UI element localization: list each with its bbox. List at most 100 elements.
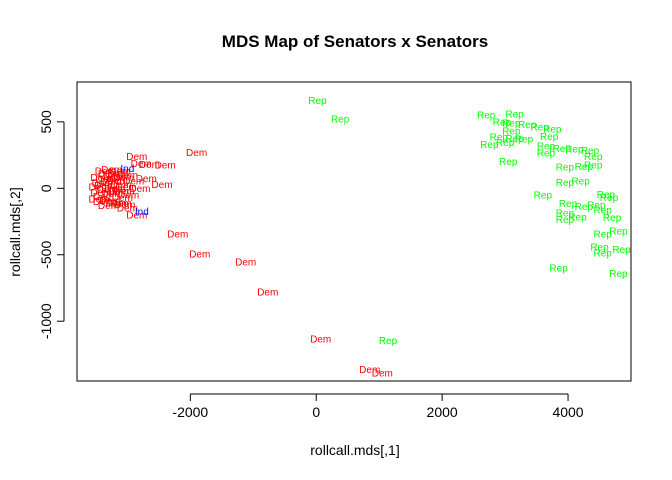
- point-label-dem: Dem: [107, 176, 128, 187]
- point-label-rep: Rep: [496, 138, 515, 149]
- point-label-rep: Rep: [499, 157, 518, 168]
- point-label-rep: Rep: [537, 149, 556, 160]
- point-label-rep: Rep: [597, 190, 616, 201]
- point-label-rep: Rep: [593, 248, 612, 259]
- point-label-dem: Dem: [93, 192, 114, 203]
- point-label-rep: Rep: [531, 123, 550, 134]
- point-label-dem: Dem: [136, 174, 157, 185]
- point-label-dem: Dem: [186, 148, 207, 159]
- point-label-dem: Dem: [113, 173, 134, 184]
- point-label-rep: Rep: [379, 336, 398, 347]
- point-label-dem: Dem: [310, 335, 331, 346]
- point-label-rep: Rep: [609, 226, 628, 237]
- point-label-rep: Rep: [505, 109, 524, 120]
- point-label-dem: Dem: [111, 180, 132, 191]
- point-label-rep: Rep: [308, 96, 327, 107]
- point-label-dem: Dem: [155, 161, 176, 172]
- point-labels: DemDemDemDemDemDemDemDemDemDemDemDemDemD…: [88, 96, 631, 379]
- point-label-dem: Dem: [90, 173, 111, 184]
- point-label-rep: Rep: [553, 144, 572, 155]
- point-label-dem: Dem: [98, 201, 119, 212]
- point-label-dem: Dem: [257, 287, 278, 298]
- point-label-rep: Rep: [480, 140, 499, 151]
- point-label-rep: Rep: [493, 117, 512, 128]
- point-label-rep: Rep: [502, 127, 521, 138]
- x-tick-label: -2000: [172, 404, 208, 420]
- point-label-dem: Dem: [123, 177, 144, 188]
- point-label-dem: Dem: [103, 172, 124, 183]
- point-label-dem: Dem: [114, 200, 135, 211]
- y-axis: -1000 -500 0 500: [38, 110, 65, 339]
- point-label-dem: Dem: [92, 178, 113, 189]
- point-label-dem: Dem: [116, 182, 137, 193]
- chart-title: MDS Map of Senators x Senators: [222, 32, 488, 51]
- point-label-rep: Rep: [331, 115, 350, 126]
- point-label-dem: Dem: [372, 369, 393, 380]
- point-label-dem: Dem: [117, 171, 138, 182]
- point-label-rep: Rep: [609, 269, 628, 280]
- point-label-rep: Rep: [477, 111, 496, 122]
- point-label-rep: Rep: [571, 177, 590, 188]
- x-tick-label: 2000: [427, 404, 458, 420]
- point-label-rep: Rep: [502, 119, 521, 130]
- point-label-dem: Dem: [131, 159, 152, 170]
- point-label-rep: Rep: [565, 145, 584, 156]
- point-label-rep: Rep: [581, 146, 600, 157]
- y-axis-label: rollcall.mds[,2]: [7, 187, 23, 276]
- point-label-rep: Rep: [600, 193, 619, 204]
- point-label-rep: Rep: [584, 152, 603, 163]
- point-label-rep: Rep: [543, 125, 562, 136]
- point-label-rep: Rep: [584, 161, 603, 172]
- point-label-dem: Dem: [111, 198, 132, 209]
- y-tick-label: -500: [38, 241, 54, 269]
- y-tick-label: 0: [38, 184, 54, 192]
- x-axis-label: rollcall.mds[,1]: [310, 442, 399, 458]
- y-tick-label: -1000: [38, 303, 54, 339]
- point-label-dem: Dem: [235, 258, 256, 269]
- point-label-dem: Dem: [88, 182, 109, 193]
- point-label-rep: Rep: [515, 135, 534, 146]
- point-label-dem: Dem: [126, 152, 147, 163]
- y-tick-label: 500: [38, 110, 54, 134]
- point-label-ind: Ind: [135, 207, 149, 218]
- point-label-rep: Rep: [593, 206, 612, 217]
- point-label-dem: Dem: [88, 194, 109, 205]
- point-label-dem: Dem: [95, 167, 116, 178]
- point-label-rep: Rep: [534, 190, 553, 201]
- point-label-rep: Rep: [505, 134, 524, 145]
- x-tick-label: 0: [312, 404, 320, 420]
- point-label-dem: Dem: [139, 160, 160, 171]
- point-label-dem: Dem: [100, 177, 121, 188]
- x-axis: -2000 0 2000 4000: [172, 393, 584, 420]
- point-label-dem: Dem: [93, 197, 114, 208]
- point-label-rep: Rep: [540, 132, 559, 143]
- point-label-rep: Rep: [568, 212, 587, 223]
- point-label-dem: Dem: [112, 193, 133, 204]
- point-label-dem: Dem: [105, 198, 126, 209]
- point-label-dem: Dem: [129, 184, 150, 195]
- point-label-dem: Dem: [167, 230, 188, 241]
- point-label-dem: Dem: [98, 169, 119, 180]
- point-label-dem: Dem: [189, 250, 210, 261]
- point-label-rep: Rep: [556, 163, 575, 174]
- point-label-rep: Rep: [556, 208, 575, 219]
- point-label-rep: Rep: [612, 245, 631, 256]
- point-label-rep: Rep: [575, 162, 594, 173]
- point-label-rep: Rep: [559, 199, 578, 210]
- point-label-rep: Rep: [590, 242, 609, 253]
- point-label-rep: Rep: [556, 215, 575, 226]
- point-label-rep: Rep: [549, 264, 568, 275]
- point-label-dem: Dem: [109, 167, 130, 178]
- x-tick-label: 4000: [552, 404, 583, 420]
- point-label-dem: Dem: [97, 185, 118, 196]
- point-label-dem: Dem: [359, 365, 380, 376]
- point-label-dem: Dem: [107, 169, 128, 180]
- point-label-rep: Rep: [518, 120, 537, 131]
- point-label-dem: Dem: [99, 196, 120, 207]
- point-label-rep: Rep: [587, 200, 606, 211]
- point-label-dem: Dem: [151, 180, 172, 191]
- plot-frame: [76, 81, 632, 382]
- point-label-dem: Dem: [101, 165, 122, 176]
- point-label-dem: Dem: [102, 189, 123, 200]
